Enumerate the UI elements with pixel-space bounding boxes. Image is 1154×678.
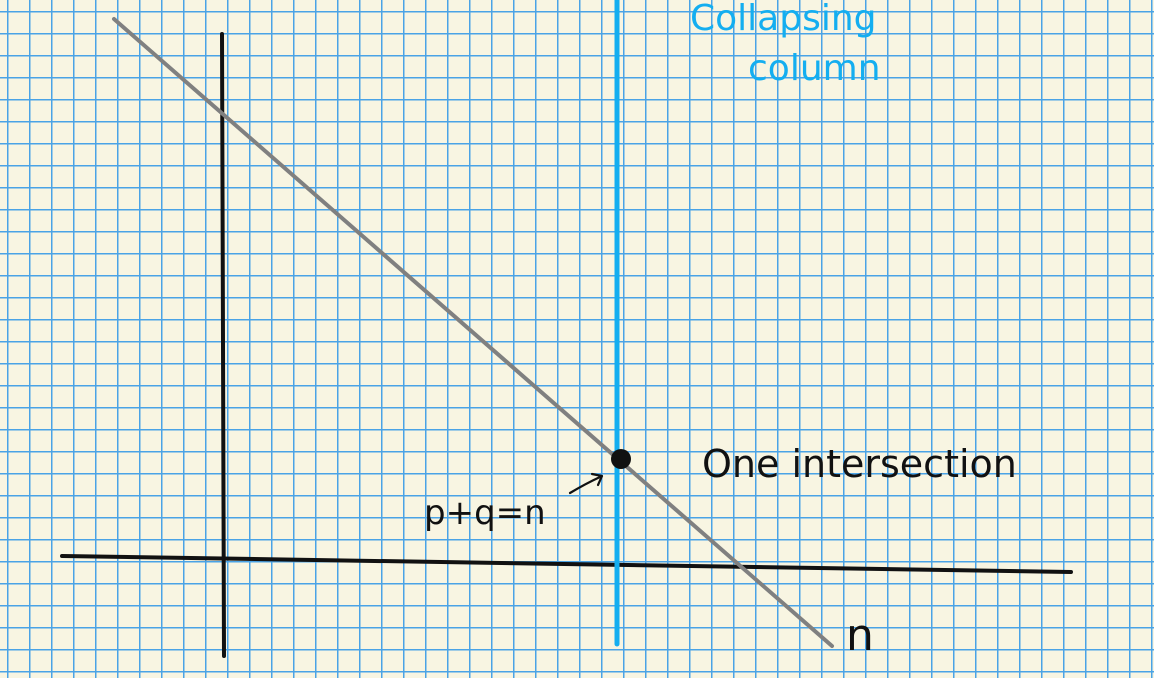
equation-label: p+q=n [424, 493, 546, 533]
equation-arrowhead [590, 472, 604, 487]
vertical-axis [220, 32, 226, 658]
intersection-point [611, 449, 631, 469]
collapsing-label-line2: column [748, 48, 881, 89]
collapsing-label-line1: Collapsing [690, 0, 877, 39]
diagonal-line [112, 17, 834, 648]
intersection-label: One intersection [702, 442, 1017, 486]
horizontal-axis [60, 554, 1073, 574]
axis-n-label: n [846, 610, 874, 661]
equation-arrow [568, 475, 602, 495]
